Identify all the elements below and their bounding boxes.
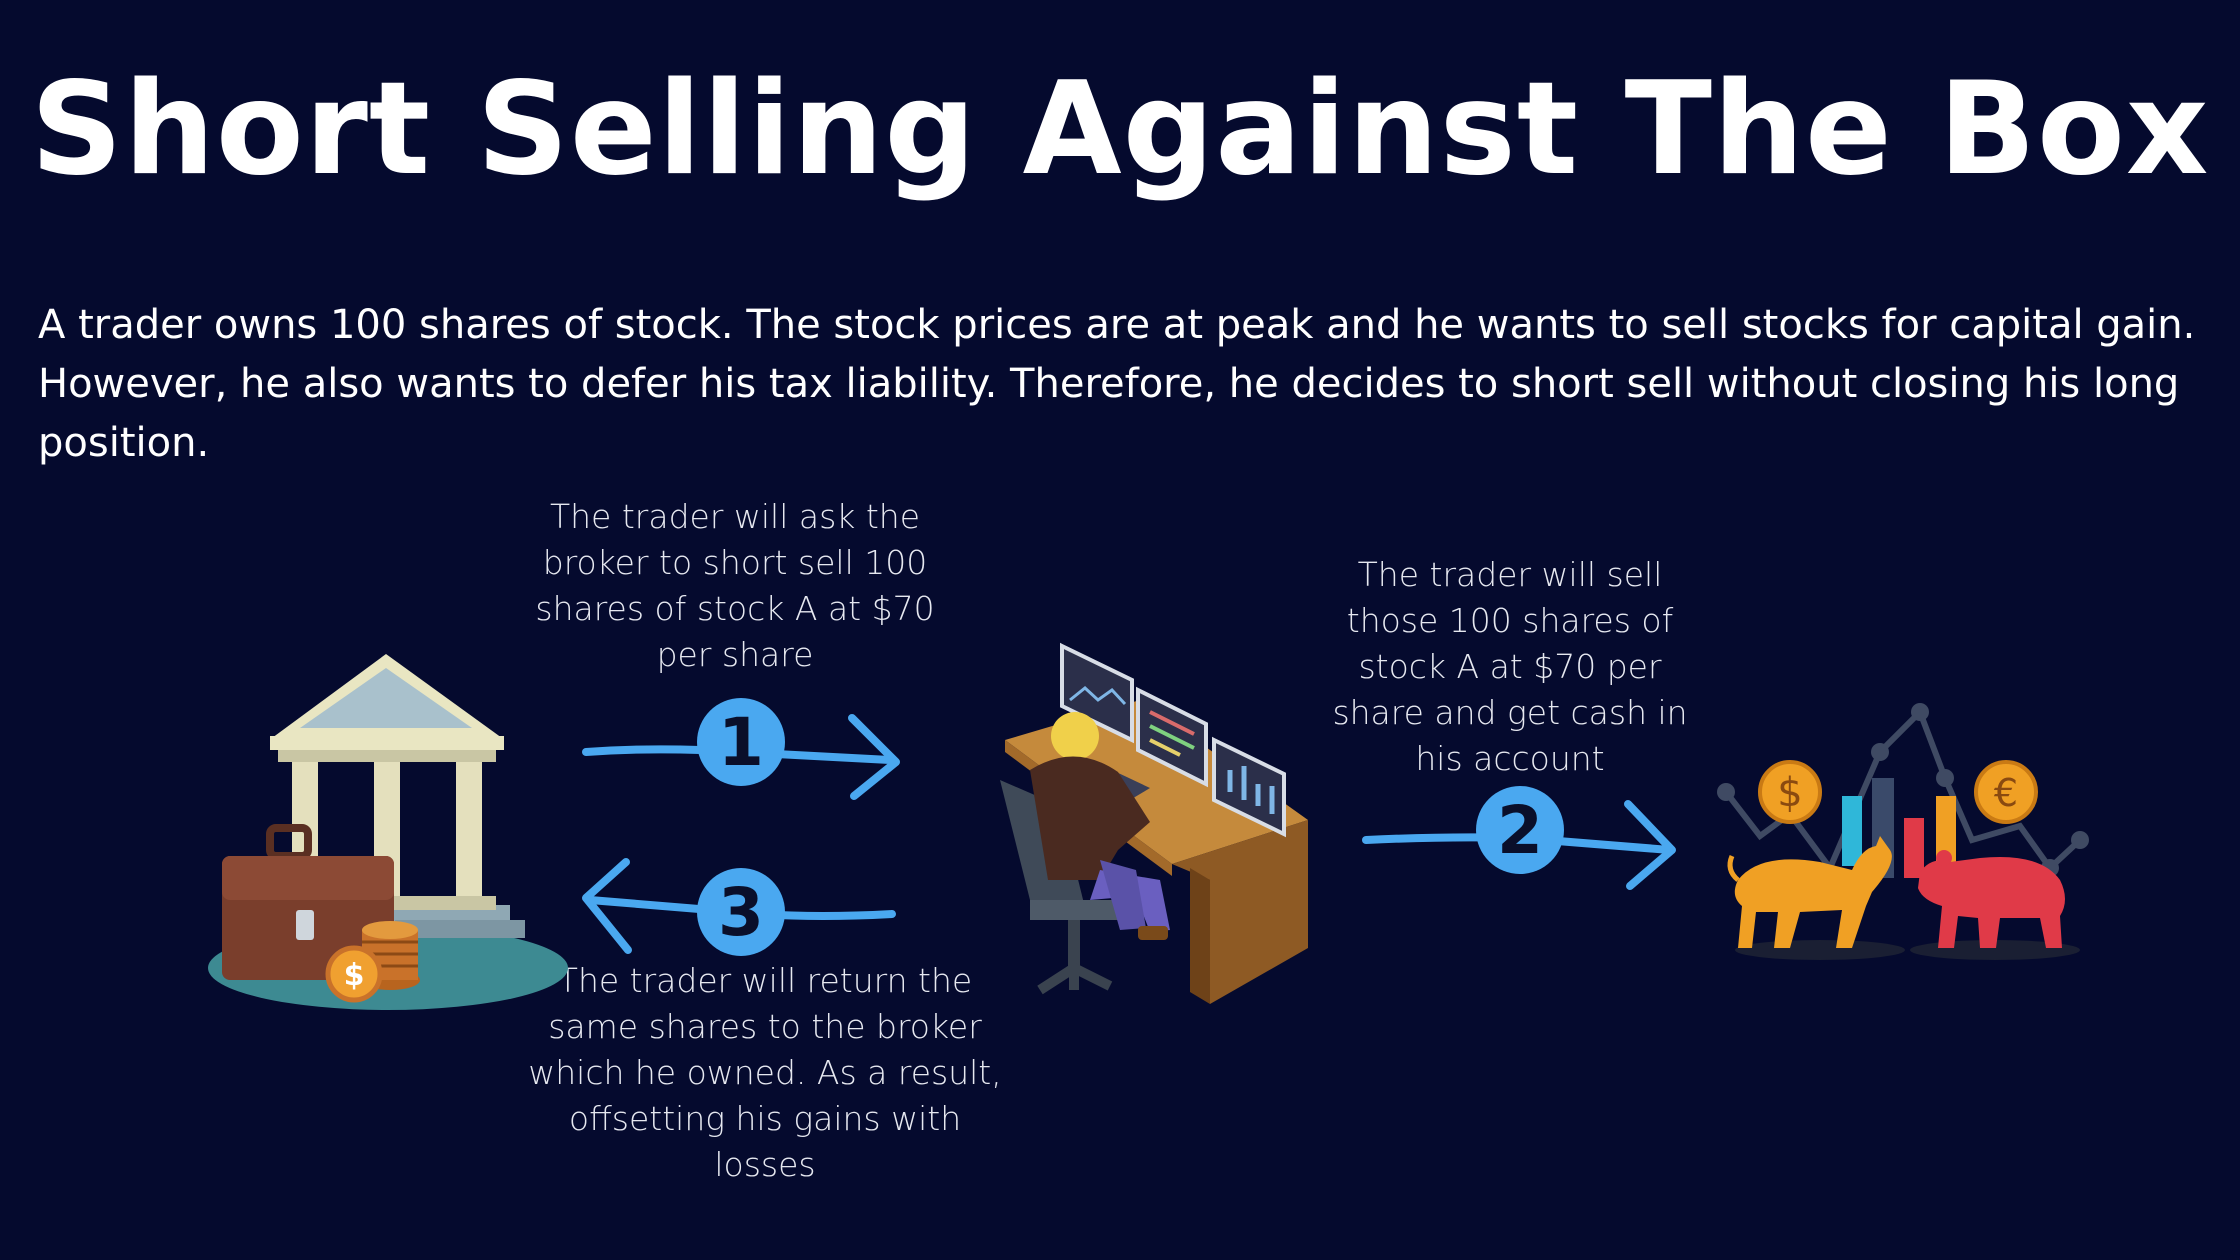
intro-paragraph: A trader owns 100 shares of stock. The s…: [38, 302, 2196, 466]
step-3-description: The trader will return the same shares t…: [528, 961, 1002, 1184]
trader-at-desk-icon: [1000, 642, 1308, 1004]
step-2-number: 2: [1497, 792, 1543, 869]
page-title: Short Selling Against The Box: [30, 55, 2210, 204]
step-3-badge: 3: [697, 868, 785, 956]
dollar-coin-icon: $: [1777, 770, 1802, 816]
step-1-number: 1: [718, 704, 764, 781]
step-1-badge: 1: [697, 698, 785, 786]
bull-bear-market-icon: $ €: [1717, 703, 2089, 960]
euro-coin-icon: €: [1994, 771, 2018, 815]
step-3-number: 3: [718, 874, 764, 951]
svg-text:$: $: [344, 958, 365, 993]
arrow-step-1: [582, 714, 900, 800]
step-2-badge: 2: [1476, 786, 1564, 874]
bank-with-briefcase-icon: $: [208, 654, 568, 1010]
step-2-description: The trader will sell those 100 shares of…: [1332, 555, 1688, 778]
step-1-description: The trader will ask the broker to short …: [535, 497, 935, 674]
